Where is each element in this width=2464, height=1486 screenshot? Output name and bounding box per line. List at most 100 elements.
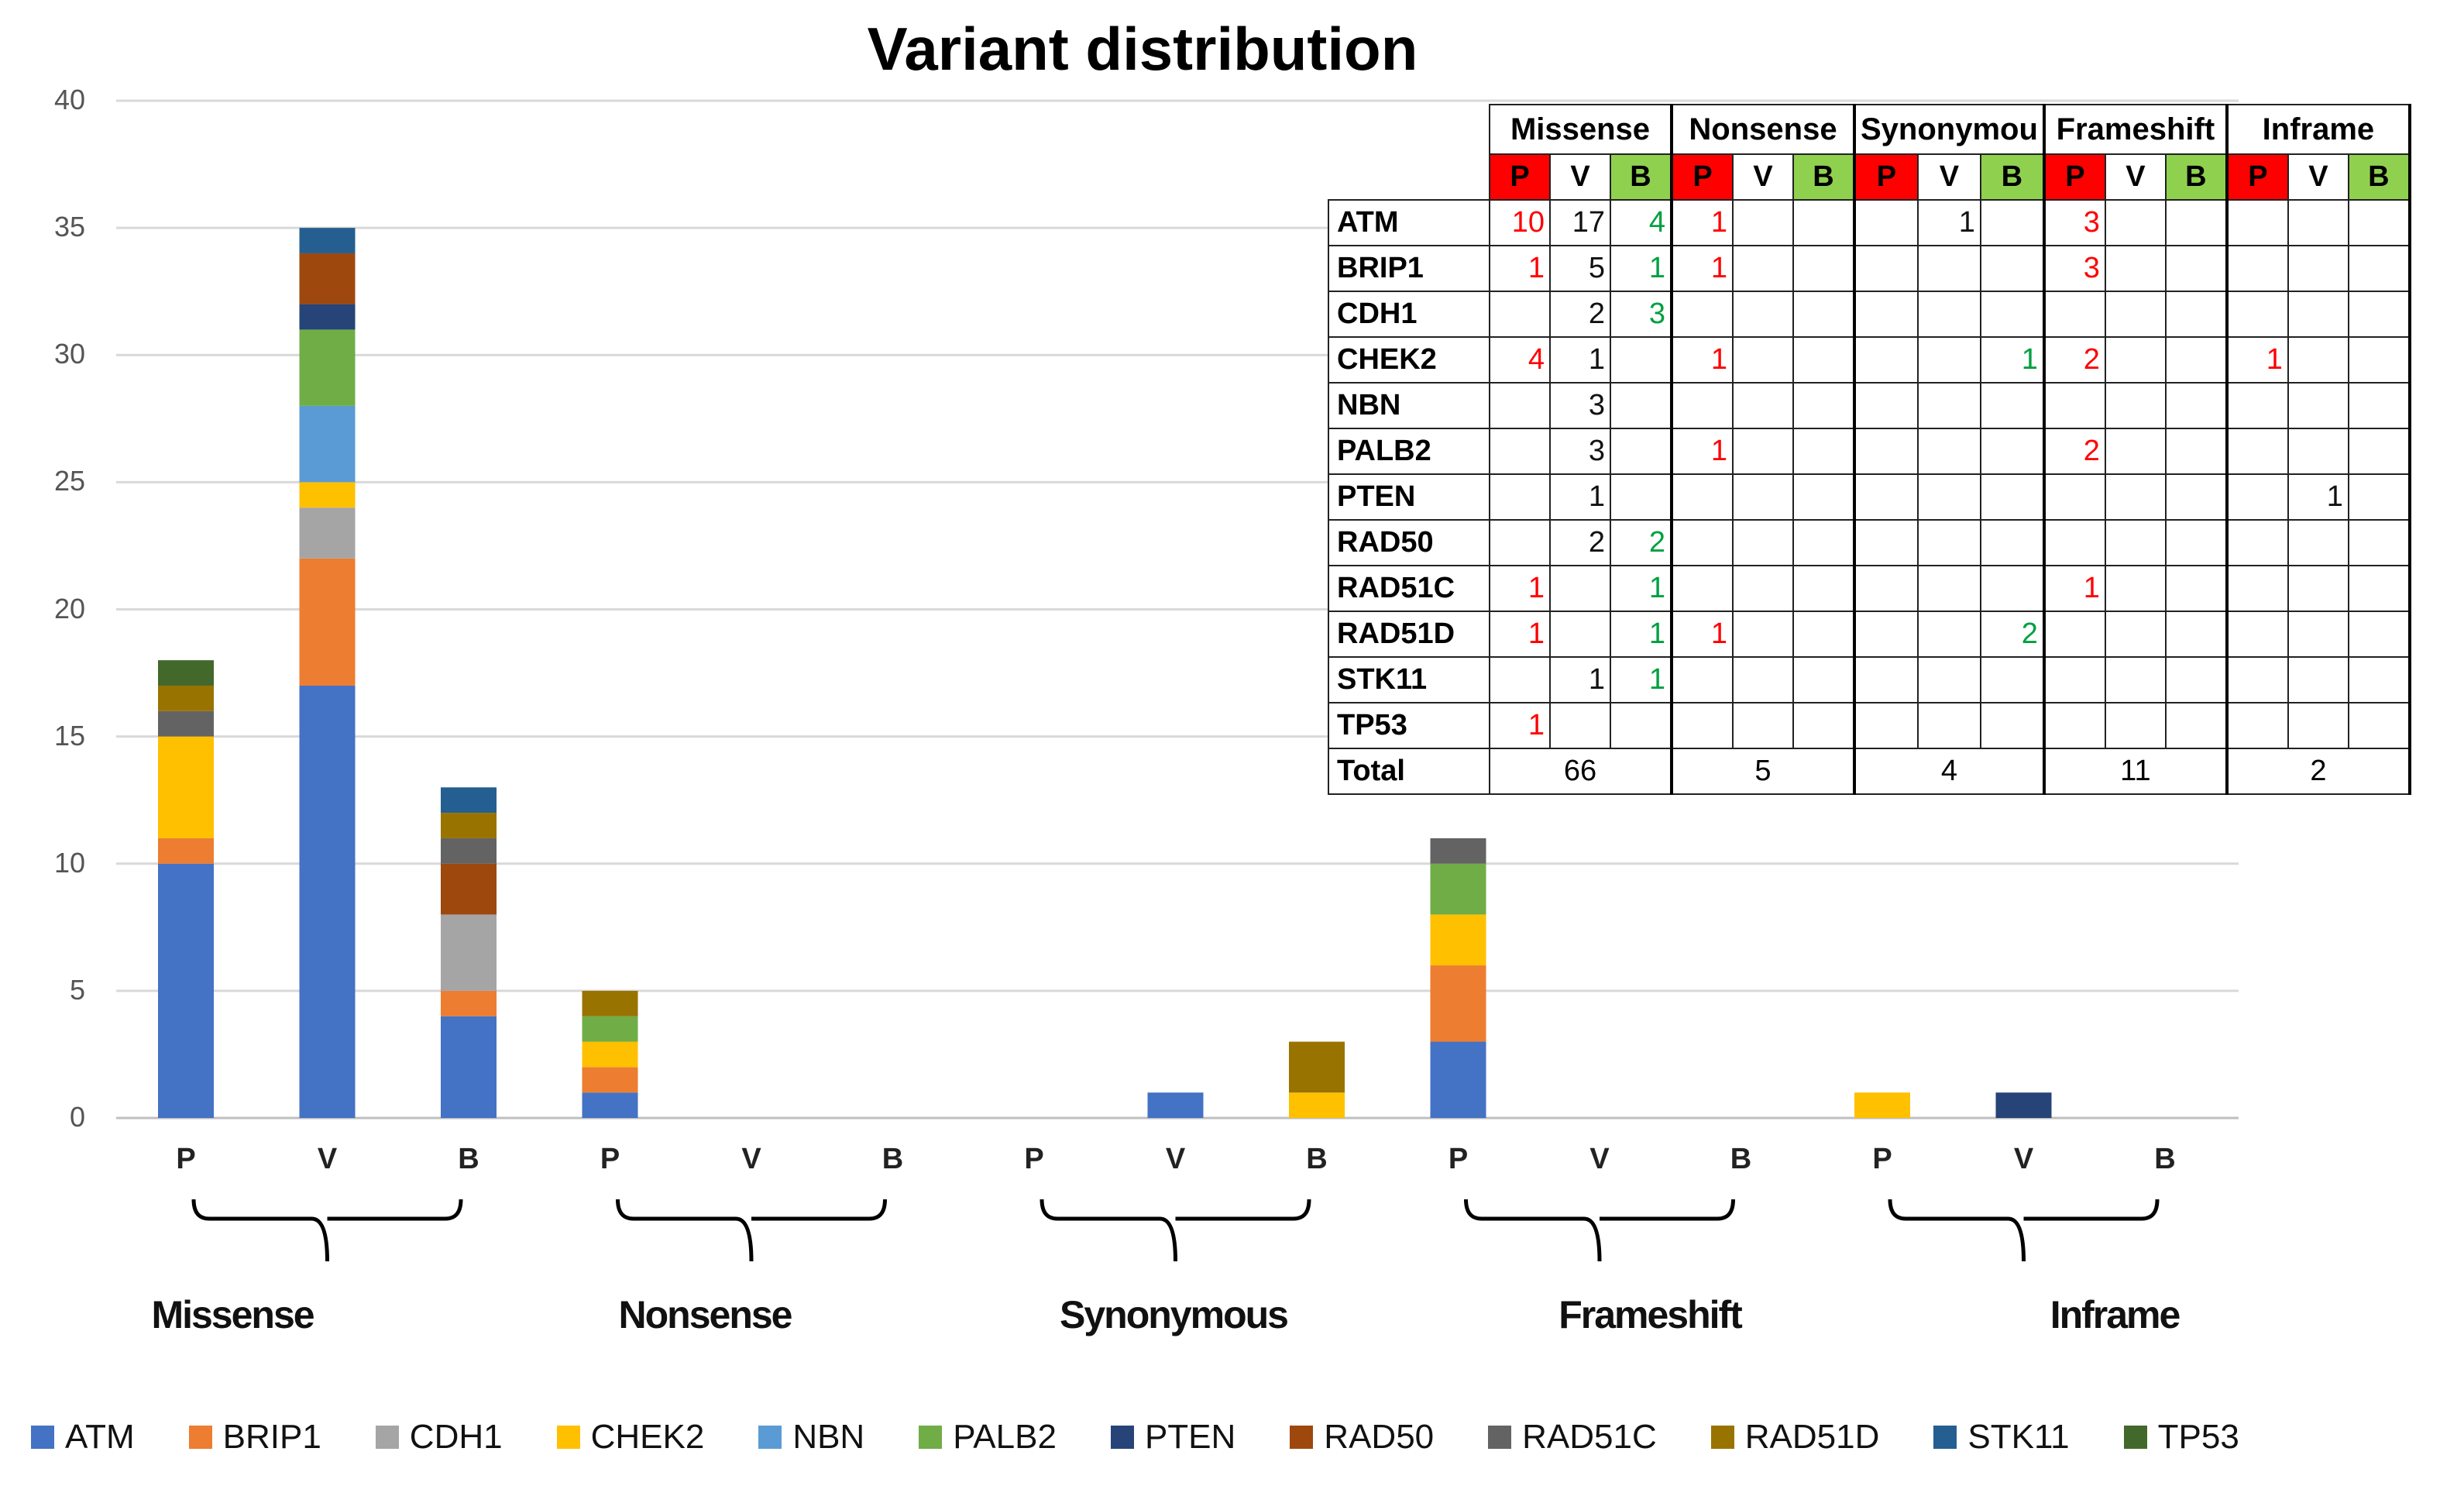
table-cell: [2104, 702, 2167, 749]
table-cell: [2287, 611, 2349, 658]
bar-segment-pten: [299, 304, 356, 330]
table-cell: [2225, 199, 2289, 246]
table-cell: [1610, 473, 1673, 521]
gene-name: NBN: [1328, 382, 1490, 429]
table-cell: [1916, 519, 1981, 566]
table-cell: [2043, 382, 2106, 429]
gene-name: TP53: [1328, 702, 1490, 749]
legend-label: PALB2: [953, 1418, 1057, 1456]
table-row: CHEK2 4 1 1 1 2 1: [1328, 336, 2411, 384]
x-tick-label: P: [1024, 1143, 1044, 1175]
table-cell: 4: [1489, 336, 1551, 384]
table-cell: [2043, 611, 2106, 658]
table-cell: [1610, 382, 1673, 429]
gene-name: RAD50: [1328, 519, 1490, 566]
table-cell: [1792, 291, 1856, 338]
bar-segment-rad51d: [582, 990, 638, 1016]
table-cell: [1732, 336, 1794, 384]
table-cell: 2: [1979, 611, 2046, 658]
legend-swatch: [375, 1426, 399, 1449]
x-tick-label: V: [1589, 1143, 1610, 1175]
table-cell: [2225, 473, 2289, 521]
table-row: RAD51D 1 1 1 2: [1328, 611, 2411, 658]
table-cell: [1792, 199, 1856, 246]
legend-swatch: [556, 1426, 580, 1449]
table-cell: 1: [1549, 336, 1611, 384]
table-cell: [2043, 702, 2106, 749]
table-cell: 2: [2043, 336, 2106, 384]
table-cell: [1671, 382, 1734, 429]
bar-segment-palb2: [299, 329, 356, 406]
table-row: RAD50 2 2: [1328, 519, 2411, 566]
table-cell: [2287, 565, 2349, 612]
legend-item: PALB2: [919, 1418, 1057, 1457]
group-label: Missense: [151, 1293, 314, 1336]
legend-item: ATM: [31, 1418, 135, 1457]
table-cell: 5: [1549, 245, 1611, 292]
table-class-header: B: [2347, 153, 2411, 201]
bar-segment-cdh1: [299, 507, 356, 559]
legend-label: STK11: [1967, 1418, 2070, 1456]
table-cell: [1792, 245, 1856, 292]
table-cell: [2347, 656, 2411, 703]
table-cell: 1: [1671, 199, 1734, 246]
x-tick-label: V: [2013, 1143, 2034, 1175]
table-class-header: V: [1732, 153, 1794, 201]
gene-name: PTEN: [1328, 473, 1490, 521]
table-cell: [1671, 519, 1734, 566]
legend-swatch: [2123, 1426, 2147, 1449]
legend-label: PTEN: [1144, 1418, 1236, 1456]
table-cell: [1916, 428, 1981, 475]
table-group-header: Synonymou: [1854, 104, 2046, 155]
table-cell: [2104, 199, 2167, 246]
bar-segment-atm: [299, 685, 356, 1118]
table-cell: [2104, 428, 2167, 475]
group-brace: [1040, 1199, 1311, 1262]
table-cell: [2164, 656, 2229, 703]
table-cell: [2347, 245, 2411, 292]
table-cell: [1854, 199, 1919, 246]
x-tick-label: V: [741, 1143, 761, 1175]
table-cell: [1792, 611, 1856, 658]
table-row: PTEN 1 1: [1328, 473, 2411, 521]
table-row: RAD51C 1 1 1: [1328, 565, 2411, 612]
bar-segment-atm: [1430, 1041, 1486, 1118]
table-cell: 1: [1671, 245, 1734, 292]
table-cell: [2347, 473, 2411, 521]
legend-label: RAD51D: [1744, 1418, 1880, 1456]
group-label: Frameshift: [1558, 1293, 1743, 1336]
table-cell: [1792, 382, 1856, 429]
table-row: PALB2 3 1 2: [1328, 428, 2411, 475]
table-cell: [2287, 245, 2349, 292]
legend-swatch: [1290, 1426, 1314, 1449]
bar-segment-brip1: [582, 1067, 638, 1093]
table-cell: 1: [1489, 565, 1551, 612]
table-cell: [1854, 656, 1919, 703]
bar-segment-chek2: [1854, 1092, 1910, 1118]
table-cell: [2287, 702, 2349, 749]
group-brace: [1464, 1199, 1735, 1262]
table-class-header: B: [1979, 153, 2046, 201]
bar-segment-chek2: [1430, 914, 1486, 966]
table-cell: 10: [1489, 199, 1551, 246]
table-cell: [2104, 336, 2167, 384]
table-cell: [2225, 245, 2289, 292]
table-cell: [1916, 245, 1981, 292]
x-tick-label: V: [317, 1143, 338, 1175]
table-cell: [2104, 565, 2167, 612]
bar-segment-brip1: [1430, 965, 1486, 1042]
table-cell: [1732, 565, 1794, 612]
table-cell: [2287, 656, 2349, 703]
table-cell: [1979, 199, 2046, 246]
table-cell: [1979, 428, 2046, 475]
x-tick-label: P: [176, 1143, 196, 1175]
table-cell: [2164, 565, 2229, 612]
table-cell: [2347, 611, 2411, 658]
table-cell: [2104, 656, 2167, 703]
table-cell: [2104, 473, 2167, 521]
x-tick-label: B: [1306, 1143, 1328, 1175]
table-cell: [1671, 473, 1734, 521]
bar-segment-brip1: [158, 838, 214, 864]
table-class-header: P: [2225, 153, 2289, 201]
table-group-header: Missense: [1489, 104, 1673, 155]
